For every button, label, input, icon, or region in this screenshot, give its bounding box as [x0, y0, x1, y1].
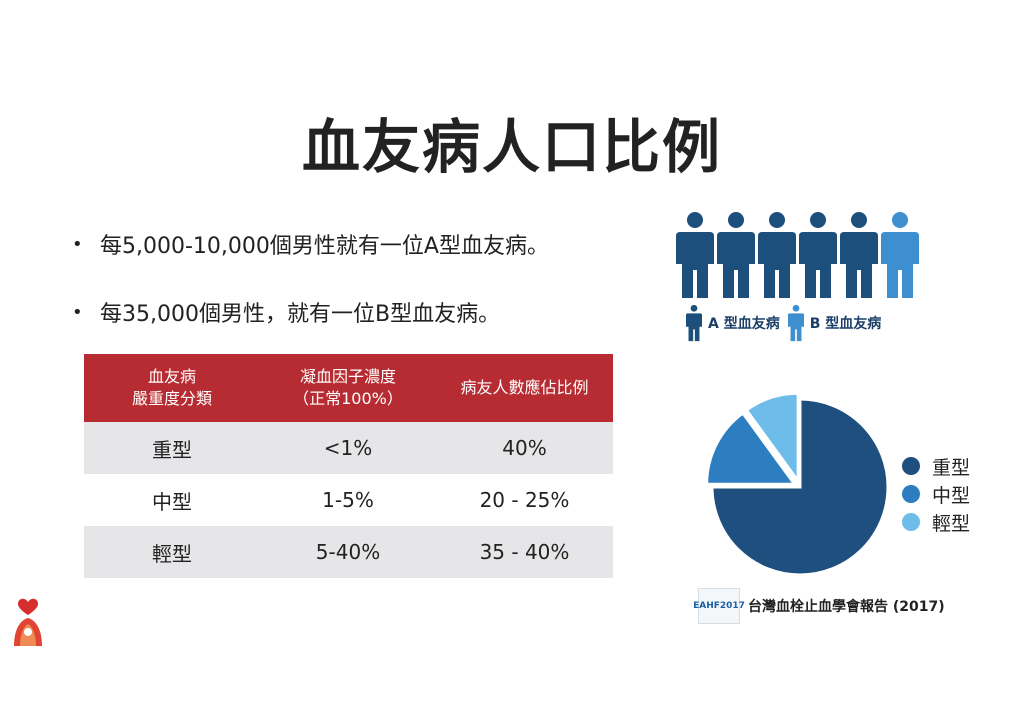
table-row: 中型 1-5% 20 - 25% [84, 474, 613, 526]
pie-slice-3 [744, 392, 800, 486]
bullet-text: 每35,000個男性，就有一位B型血友病。 [100, 302, 501, 327]
source-text: 台灣血栓止血學會報告 (2017) [748, 599, 945, 615]
pie-legend-item: 重型 [902, 452, 970, 480]
person-a-icon [758, 212, 796, 298]
pie-slice-1 [710, 397, 890, 577]
legend-swatch [902, 485, 920, 503]
table-cell: 重型 [84, 422, 260, 474]
table-header-cell: 凝血因子濃度 （正常100%） [260, 354, 436, 422]
table-row: 輕型 5-40% 35 - 40% [84, 526, 613, 578]
pie-legend: 重型 中型 輕型 [902, 452, 970, 536]
legend-item-b: B 型血友病 [787, 304, 882, 342]
table-cell: 20 - 25% [436, 474, 613, 526]
table-cell: 40% [436, 422, 613, 474]
person-icon-group [676, 212, 919, 298]
table-cell: 中型 [84, 474, 260, 526]
bullet-text: 每5,000-10,000個男性就有一位A型血友病。 [100, 234, 549, 259]
bullet-item: • 每35,000個男性，就有一位B型血友病。 [72, 294, 672, 330]
people-legend: A 型血友病 B 型血友病 [686, 304, 889, 342]
table-header-row: 血友病 嚴重度分類 凝血因子濃度 （正常100%） 病友人數應佔比例 [84, 354, 613, 422]
table-cell: 5-40% [260, 526, 436, 578]
severity-table: 血友病 嚴重度分類 凝血因子濃度 （正常100%） 病友人數應佔比例 重型 <1… [84, 354, 613, 578]
table-cell: 輕型 [84, 526, 260, 578]
legend-item-a: A 型血友病 [686, 304, 780, 342]
source-citation: EAHF2017 台灣血栓止血學會報告 (2017) [693, 588, 945, 624]
person-a-icon [840, 212, 878, 298]
legend-label-a: A 型血友病 [708, 316, 780, 332]
organization-logo-icon [14, 598, 42, 646]
slide-title: 血友病人口比例 [301, 113, 722, 181]
table-row: 重型 <1% 40% [84, 422, 613, 474]
pie-slice-2 [705, 410, 798, 486]
legend-label: 重型 [932, 456, 971, 479]
legend-swatch [902, 513, 920, 531]
table-cell: 35 - 40% [436, 526, 613, 578]
person-b-icon [881, 212, 919, 298]
pie-legend-item: 中型 [902, 480, 970, 508]
person-a-icon [686, 304, 702, 342]
legend-label: 輕型 [932, 512, 971, 535]
legend-label-b: B 型血友病 [809, 316, 882, 332]
table-header-cell: 血友病 嚴重度分類 [84, 354, 260, 422]
bullet-list: • 每5,000-10,000個男性就有一位A型血友病。 • 每35,000個男… [72, 226, 672, 362]
person-a-icon [676, 212, 714, 298]
table-cell: 1-5% [260, 474, 436, 526]
bullet-item: • 每5,000-10,000個男性就有一位A型血友病。 [72, 226, 672, 262]
severity-pie-chart [705, 392, 890, 577]
pie-legend-item: 輕型 [902, 508, 970, 536]
bullet-dot: • [72, 301, 83, 323]
table-header-cell: 病友人數應佔比例 [436, 354, 613, 422]
person-a-icon [799, 212, 837, 298]
legend-label: 中型 [932, 484, 971, 507]
table-cell: <1% [260, 422, 436, 474]
bullet-dot: • [72, 233, 83, 255]
person-b-icon [787, 304, 804, 342]
person-a-icon [717, 212, 755, 298]
eahf-logo: EAHF2017 [693, 588, 745, 624]
legend-swatch [902, 457, 920, 475]
